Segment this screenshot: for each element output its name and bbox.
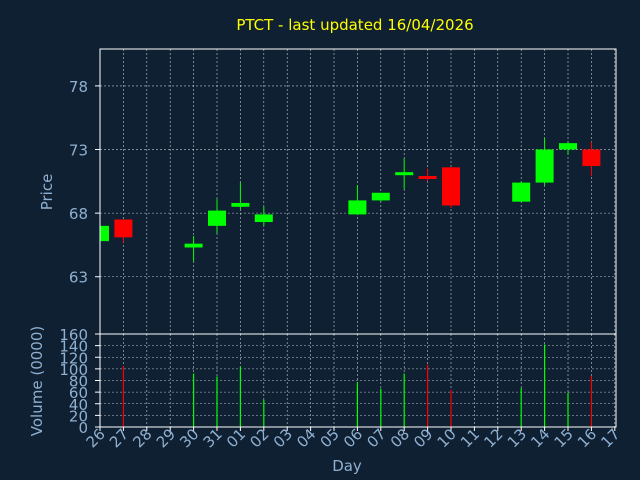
volume-tick-label: 140 [59,338,88,356]
day-tick-label: 31 [200,425,226,451]
price-tick-label: 73 [69,142,88,160]
volume-tick-label: 40 [69,396,88,414]
volume-tick-label: 100 [59,361,88,379]
candle-body [418,176,437,180]
day-tick-label: 05 [317,425,343,451]
chart-title: PTCT - last updated 16/04/2026 [236,16,473,34]
day-tick-label: 17 [597,425,623,451]
volume-axis-label: Volume (0000) [28,326,46,436]
volume-tick-label: 20 [69,407,88,425]
day-tick-label: 04 [293,425,319,451]
candle-body [395,172,414,176]
candle-body [371,192,390,201]
day-tick-label: 02 [246,425,272,451]
candle-body [559,143,577,150]
candle-body [582,149,601,167]
candle-body [114,219,133,238]
candle-body [535,149,554,183]
day-tick-label: 12 [480,425,506,451]
candle-body [100,225,109,242]
day-tick-label: 08 [387,425,413,451]
price-axis-label: Price [38,174,56,211]
x-axis-label: Day [332,457,362,475]
volume-tick-label: 120 [59,349,88,367]
day-tick-label: 29 [153,425,179,451]
volume-panel-frame [99,333,617,428]
day-tick-label: 09 [410,425,436,451]
day-tick-label: 03 [270,425,296,451]
day-tick-label: 27 [106,425,132,451]
price-panel-frame [99,48,617,335]
day-tick-label: 14 [527,425,553,451]
price-tick-label: 68 [69,205,88,223]
day-tick-label: 16 [574,425,600,451]
day-tick-label: 13 [504,425,530,451]
day-tick-label: 11 [457,425,483,451]
candle-body [512,182,531,202]
candle-body [231,202,250,207]
day-tick-label: 30 [176,425,202,451]
day-tick-label: 01 [223,425,249,451]
day-tick-label: 15 [551,425,577,451]
volume-tick-label: 160 [59,326,88,344]
day-tick-label: 28 [129,425,155,451]
volume-tick-label: 0 [78,419,88,437]
volume-tick-label: 80 [69,373,88,391]
candle-body [348,200,367,215]
candle-body [208,210,226,226]
candle-body [254,214,273,223]
price-tick-label: 78 [69,78,88,96]
price-tick-label: 63 [69,269,88,287]
day-tick-label: 06 [340,425,366,451]
day-tick-label: 07 [363,425,389,451]
candle-body [442,167,460,206]
day-tick-label: 10 [434,425,460,451]
volume-tick-label: 60 [69,384,88,402]
candle-body [184,243,203,248]
